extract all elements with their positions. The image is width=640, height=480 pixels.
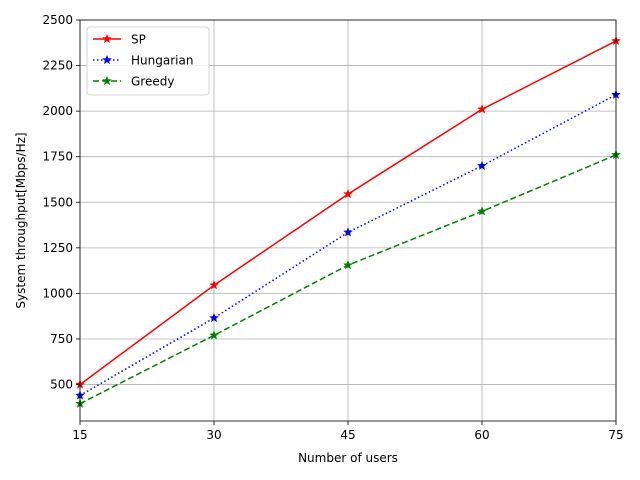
data-point-sp <box>209 279 219 290</box>
ticks: 15 30 45 60 75 500 750 1000 1250 1500 1750 2000 2250… <box>42 13 623 442</box>
data-point-greedy <box>209 330 219 340</box>
legend-marker-hungarian <box>102 54 112 65</box>
y-tick-label: 1500 <box>42 195 73 209</box>
legend-label-greedy: Greedy <box>131 75 174 89</box>
legend-label-sp: SP <box>131 33 146 47</box>
data-point-hungarian <box>209 312 219 323</box>
y-tick-label: 2500 <box>42 13 73 27</box>
x-axis-label: Number of users <box>298 451 398 465</box>
legend-label-hungarian: Hungarian <box>131 54 193 68</box>
x-tick-label: 15 <box>72 428 87 442</box>
data-point-greedy <box>477 206 487 216</box>
y-tick-label: 1000 <box>42 286 73 300</box>
legend: SP Hungarian Greedy <box>86 26 210 96</box>
x-tick-label: 75 <box>608 428 623 442</box>
data-point-hungarian <box>477 160 487 171</box>
y-tick-label: 750 <box>50 332 73 346</box>
y-tick-label: 2250 <box>42 59 73 73</box>
y-tick-label: 1250 <box>42 241 73 255</box>
x-tick-label: 30 <box>206 428 221 442</box>
y-axis-label: System throughput[Mbps/Hz] <box>14 132 28 308</box>
legend-marker-sp <box>102 33 112 44</box>
legend-marker-greedy <box>102 75 112 86</box>
y-tick-label: 2000 <box>42 104 73 118</box>
data-point-hungarian <box>343 227 353 237</box>
y-tick-label: 1750 <box>42 150 73 164</box>
data-point-sp <box>343 188 353 199</box>
y-tick-label: 500 <box>50 378 73 392</box>
data-point-greedy <box>343 259 353 270</box>
x-tick-label: 60 <box>474 428 489 442</box>
legend-box <box>86 26 210 96</box>
x-tick-label: 45 <box>340 428 355 442</box>
data-point-sp <box>477 104 487 114</box>
